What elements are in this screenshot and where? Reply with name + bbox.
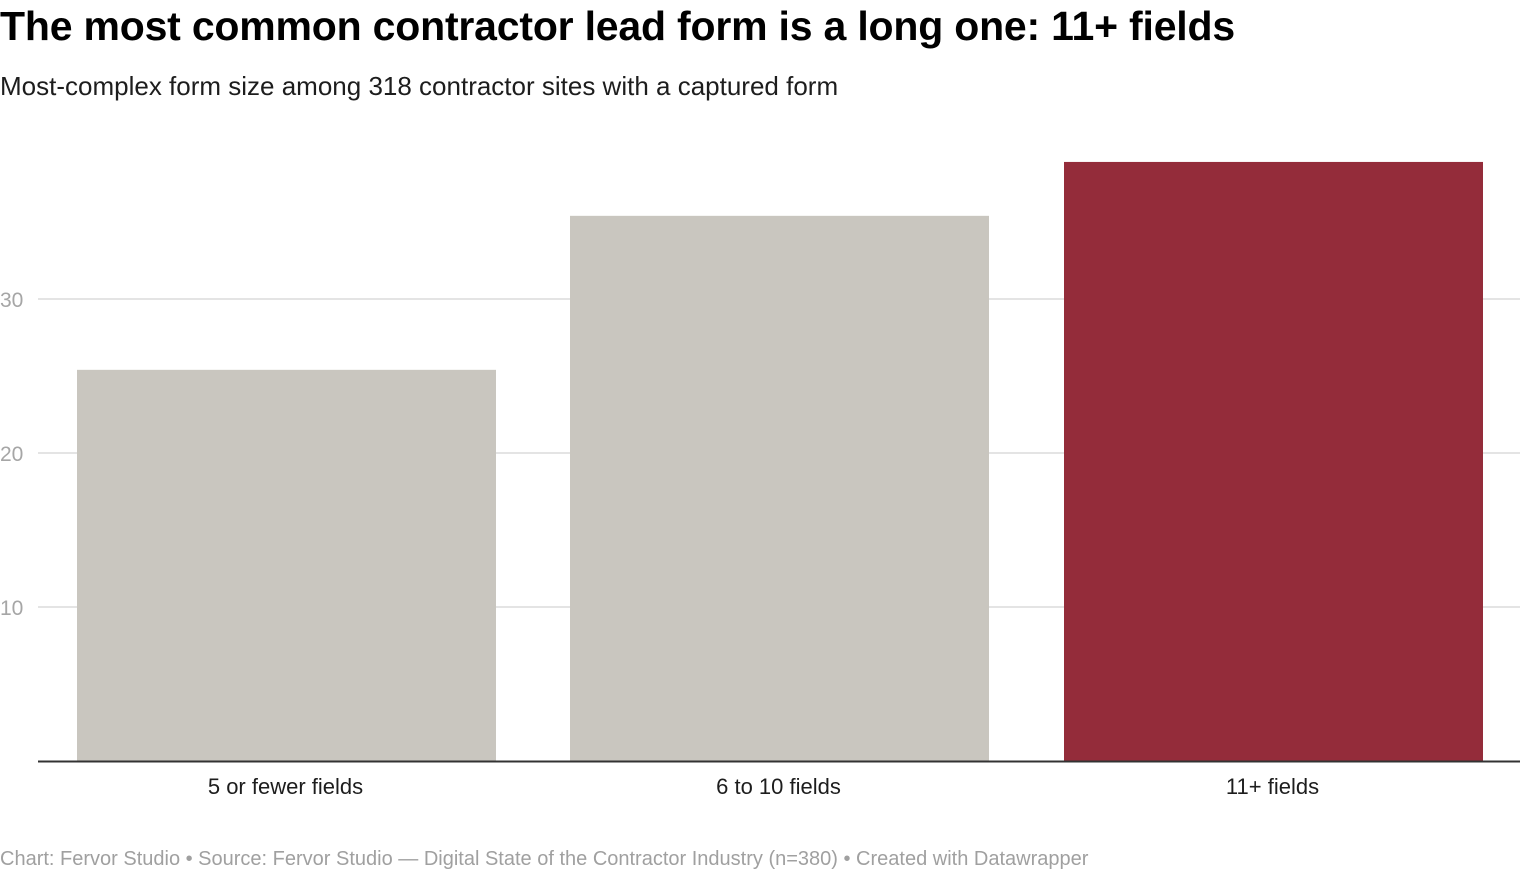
bar-1 — [77, 369, 496, 761]
x-category-label: 6 to 10 fields — [716, 774, 841, 799]
chart-footer: Chart: Fervor Studio • Source: Fervor St… — [0, 848, 1089, 870]
chart-title: The most common contractor lead form is … — [0, 3, 1235, 49]
x-category-label: 5 or fewer fields — [208, 774, 363, 799]
y-axis-ticks: 10 20 30 — [0, 289, 23, 620]
bar-2 — [570, 215, 989, 762]
x-axis-categories: 5 or fewer fields 6 to 10 fields 11+ field… — [208, 774, 1319, 799]
bars — [77, 161, 1483, 762]
chart-subtitle: Most-complex form size among 318 contrac… — [0, 71, 839, 101]
y-tick-label: 20 — [0, 443, 23, 466]
y-tick-label: 30 — [0, 289, 23, 312]
y-tick-label: 10 — [0, 597, 23, 620]
bar-3 — [1064, 161, 1483, 761]
x-category-label: 11+ fields — [1226, 774, 1319, 799]
